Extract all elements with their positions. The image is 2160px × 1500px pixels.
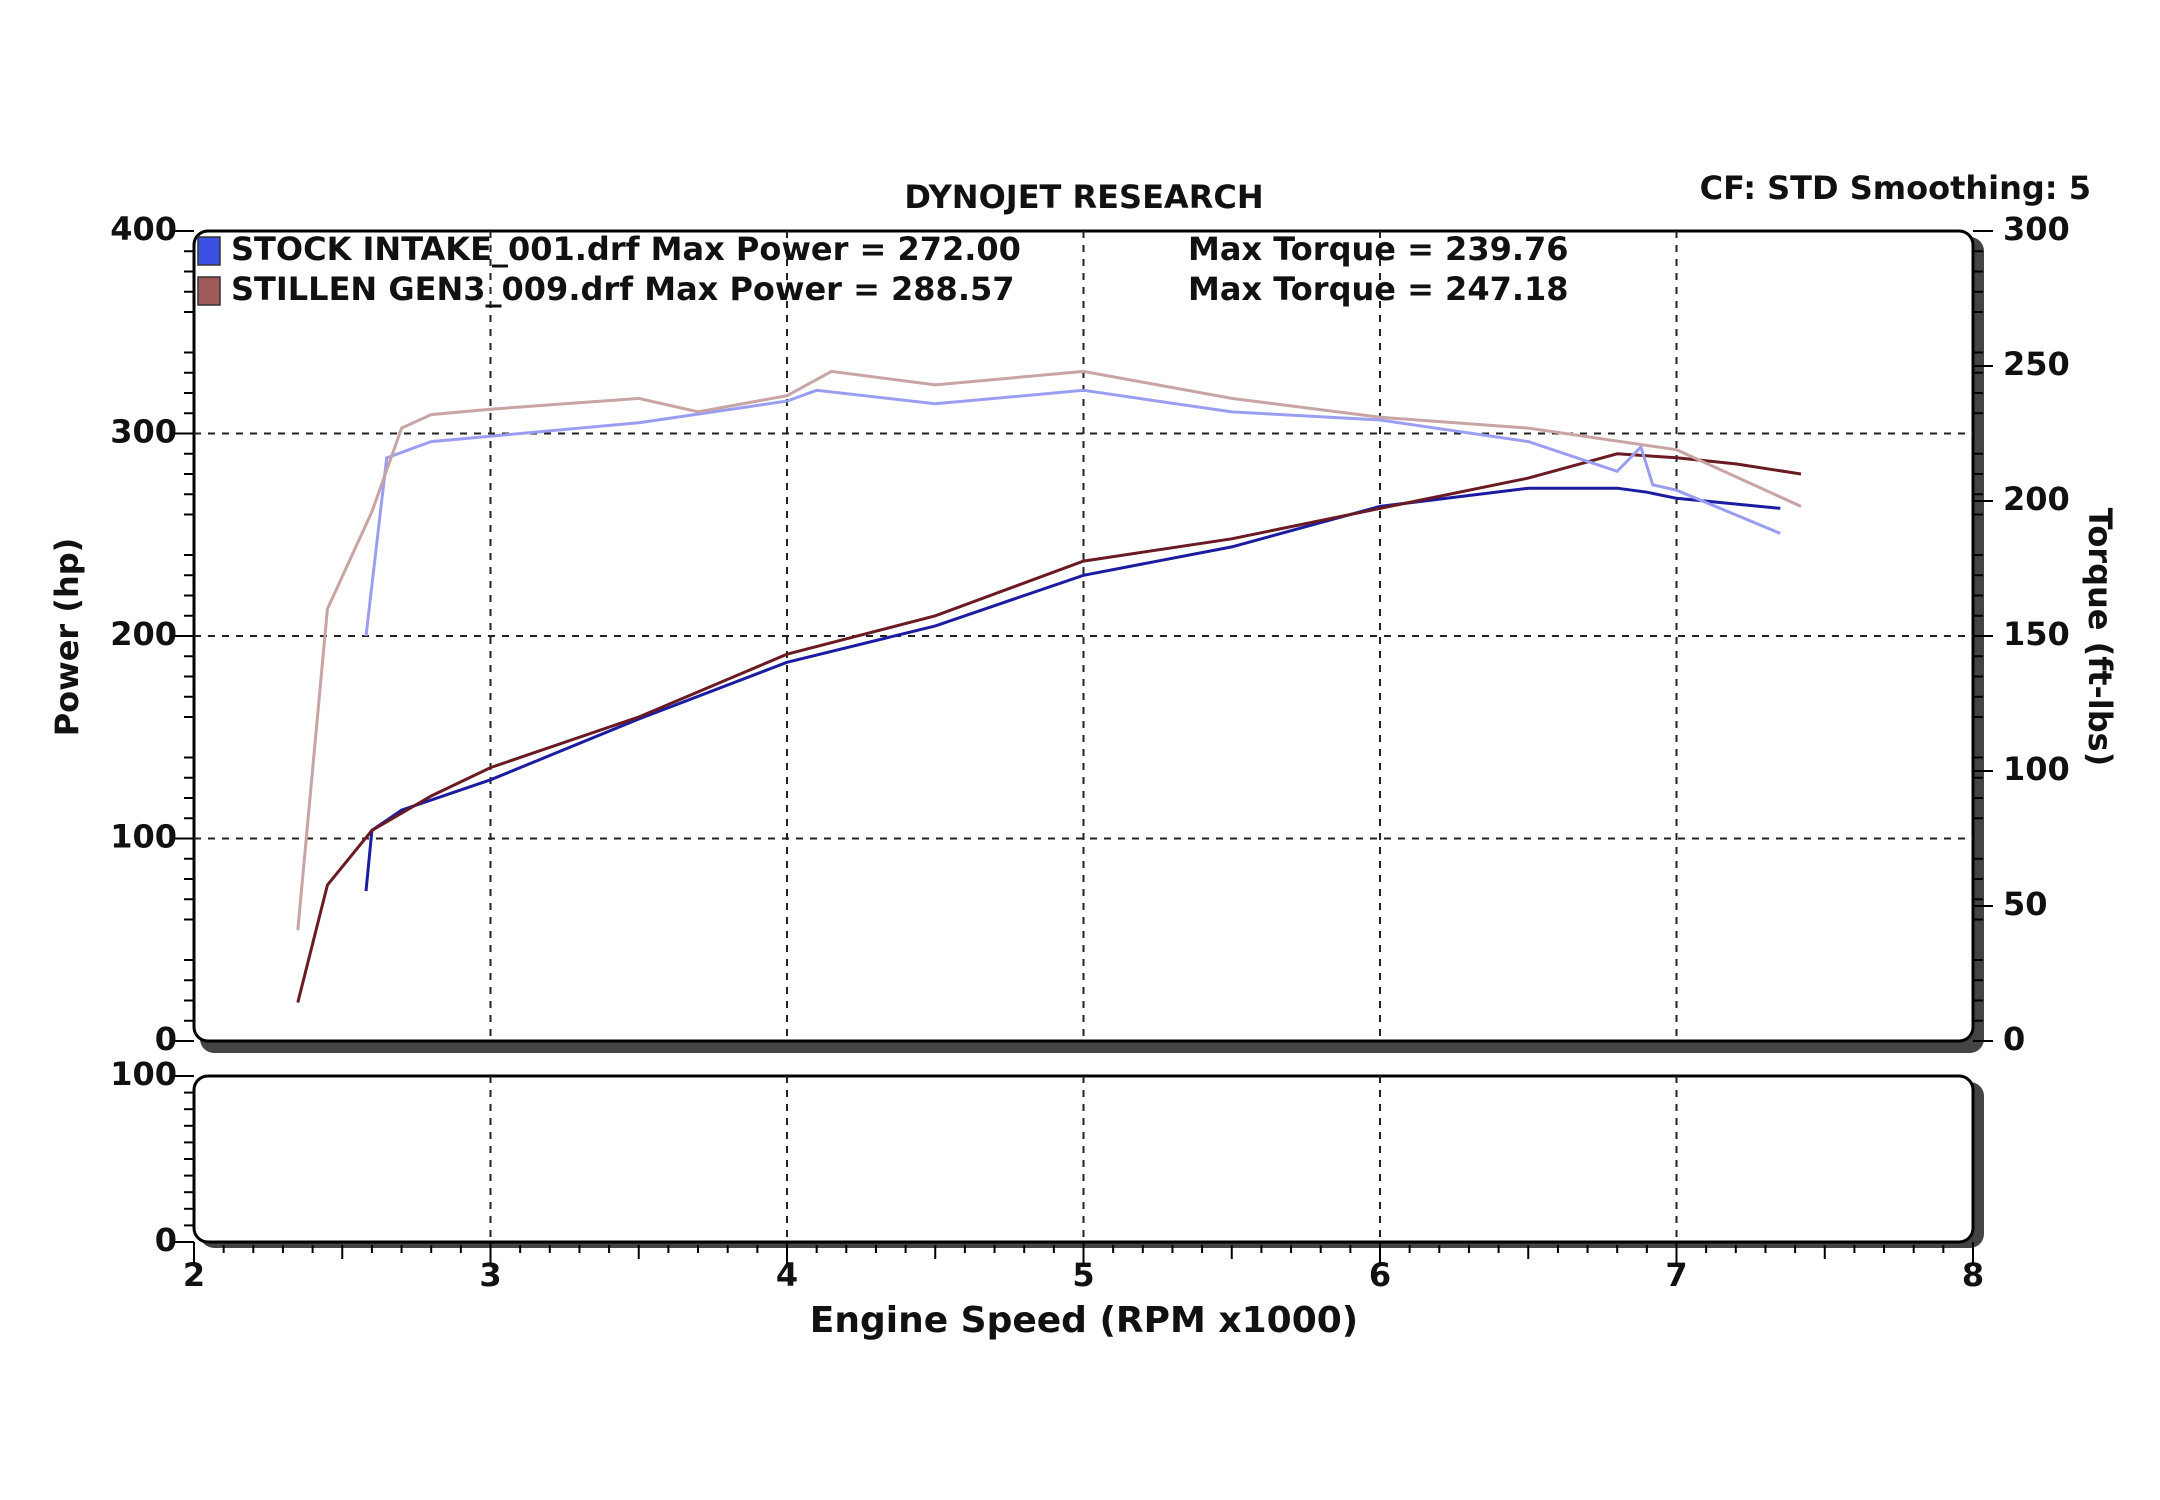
x-tick-label: 8 — [1962, 1256, 1984, 1294]
y2-axis-label: Torque (ft-lbs) — [2081, 508, 2119, 767]
legend-label: STOCK INTAKE_001.drf Max Power = 272.00 — [231, 230, 1021, 268]
legend-label: STILLEN GEN3_009.drf Max Power = 288.57 — [231, 270, 1015, 308]
legend-torque: Max Torque = 247.18 — [1188, 270, 1569, 308]
lower-y-tick-label: 100 — [110, 1055, 177, 1093]
y-axis-label: Power (hp) — [48, 538, 86, 737]
legend-swatch — [197, 276, 221, 306]
lower-y-tick-label: 0 — [155, 1221, 177, 1259]
series-line — [296, 369, 1802, 931]
x-axis-label: Engine Speed (RPM x1000) — [810, 1300, 1359, 1341]
x-tick-label: 4 — [776, 1256, 798, 1294]
y2-tick-label: 50 — [2003, 885, 2048, 923]
x-tick-label: 5 — [1072, 1256, 1094, 1294]
y2-tick-label: 0 — [2003, 1020, 2025, 1058]
x-tick-label: 7 — [1665, 1256, 1687, 1294]
legend-swatch — [197, 236, 221, 266]
legend-torque: Max Torque = 239.76 — [1188, 230, 1569, 268]
y-tick-label: 100 — [110, 818, 177, 856]
y2-tick-label: 300 — [2003, 210, 2070, 248]
subtitle: CF: STD Smoothing: 5 — [1700, 169, 2091, 207]
y-tick-label: 0 — [155, 1020, 177, 1058]
series-line — [296, 452, 1802, 1003]
y-tick-label: 400 — [110, 210, 177, 248]
y2-tick-label: 150 — [2003, 615, 2070, 653]
y2-tick-label: 200 — [2003, 480, 2070, 518]
y-tick-label: 200 — [110, 615, 177, 653]
y2-tick-label: 250 — [2003, 345, 2070, 383]
y2-tick-label: 100 — [2003, 750, 2070, 788]
x-tick-label: 3 — [479, 1256, 501, 1294]
series-line — [364, 486, 1781, 892]
y-tick-label: 300 — [110, 413, 177, 451]
x-tick-label: 2 — [183, 1256, 205, 1294]
series-line — [364, 388, 1781, 637]
chart-title: DYNOJET RESEARCH — [904, 178, 1263, 216]
x-tick-label: 6 — [1369, 1256, 1391, 1294]
